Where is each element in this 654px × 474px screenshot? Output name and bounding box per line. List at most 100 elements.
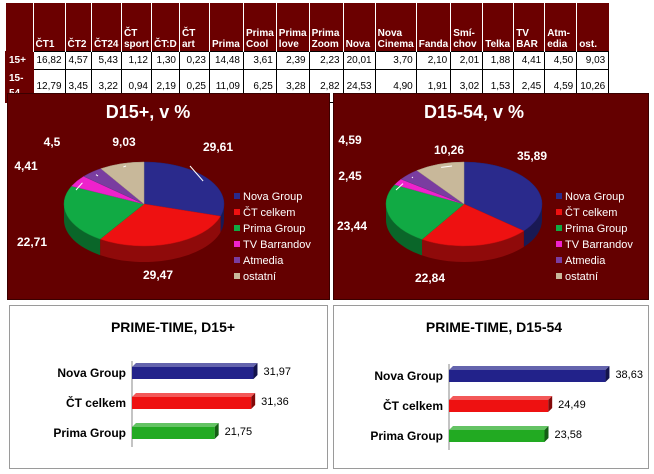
table-cell: 16,82 (32, 51, 66, 70)
bar-value-label: 31,97 (263, 366, 291, 378)
pie-slice (63, 185, 145, 240)
table-header-cell: ČT1 (32, 3, 66, 52)
bar-top (132, 423, 219, 427)
bar (449, 430, 545, 442)
pie-leader-line (189, 165, 204, 182)
legend-label: ČT celkem (243, 206, 295, 219)
pie-value-label: 4,59 (338, 133, 362, 147)
bar (132, 427, 215, 439)
bar (449, 400, 549, 412)
bar-value-label: 23,58 (554, 429, 582, 441)
legend-swatch (556, 225, 562, 231)
table-header-cell: Prima (209, 3, 244, 52)
table-cell: 20,01 (342, 51, 376, 70)
table-header-cell: ČT sport (121, 3, 152, 52)
table-header-cell: ČT24 (91, 3, 122, 52)
table-header-cell: Prima Zoom (308, 3, 344, 52)
bar-chart-d15-54: PRIME-TIME, D15-54 Nova Group 38,63 ČT celk… (370, 319, 643, 450)
table-cell: 1,30 (151, 51, 180, 70)
pie-value-label: 10,26 (434, 143, 464, 157)
pie-slice-side (64, 204, 101, 256)
pie-slice-side (386, 204, 423, 256)
table-header-cell: Nova (342, 3, 376, 52)
bar-category-label: Nova Group (374, 369, 443, 383)
legend-swatch (234, 209, 240, 215)
table-cell: 3,70 (374, 51, 417, 70)
legend-swatch (556, 257, 562, 263)
legend-swatch (556, 209, 562, 215)
bar-category-label: Prima Group (53, 426, 126, 440)
pie-chart-d15plus: D15+, v % 29,61 29,47 22,71 4,41 4,5 9,03 Nova … (14, 102, 311, 283)
legend-label: Atmedia (243, 255, 284, 267)
table-cell: 4,41 (513, 51, 546, 70)
table-row: 15+ 16,82 4,57 5,43 1,12 1,30 0,23 14,48 3,61 2,3… (5, 51, 610, 70)
table-cell: 14,48 (209, 51, 244, 70)
pie-leader-line (395, 183, 404, 191)
bar-panel-d15plus: PRIME-TIME, D15+ Nova Group 31,97 ČT celkem… (9, 305, 328, 469)
table-header-cell: Prima Cool (243, 3, 277, 52)
pie-leader-line (95, 174, 99, 177)
legend-label: Prima Group (565, 223, 627, 235)
pie-slice (416, 161, 465, 205)
legend-swatch (556, 273, 562, 279)
table-cell: 5,43 (91, 51, 122, 70)
pie-slice (421, 203, 525, 247)
pie-value-label: 29,47 (143, 268, 173, 282)
pie-slice (385, 184, 465, 240)
bar-side (214, 423, 219, 439)
table-cell: 9,03 (576, 51, 610, 70)
pie-slice-side (422, 230, 524, 262)
table-cell: 0,23 (179, 51, 210, 70)
legend-label: ČT celkem (565, 206, 617, 219)
table-row-label: 15+ (5, 51, 34, 70)
table-cell: 2,23 (308, 51, 344, 70)
pie-leader-line (123, 165, 127, 168)
pie-slice (100, 161, 145, 205)
pie-value-label: 22,84 (415, 271, 445, 285)
bar-side (548, 396, 553, 412)
table-header-cell: ČT2 (64, 3, 92, 52)
table-header-cell: Prima love (275, 3, 310, 52)
bar-top (132, 393, 256, 397)
pie-title: D15+, v % (106, 102, 191, 122)
pie-value-label: 22,71 (17, 235, 47, 249)
legend-swatch (556, 193, 562, 199)
legend-label: Nova Group (565, 191, 624, 203)
bar-chart-title: PRIME-TIME, D15+ (111, 319, 235, 335)
bar-top (449, 396, 553, 400)
table-header-cell: Telka (482, 3, 514, 52)
bar-category-label: Nova Group (57, 366, 126, 380)
table-cell: 4,50 (544, 51, 578, 70)
legend-label: ostatní (243, 271, 276, 283)
pie-slice (143, 161, 225, 217)
pie-panel-d15plus: D15+, v % 29,61 29,47 22,71 4,41 4,5 9,03 Nova … (7, 93, 330, 300)
pie-slice (463, 161, 543, 232)
table-cell: 2,39 (275, 51, 310, 70)
bar-value-label: 21,75 (225, 426, 253, 438)
bar-category-label: ČT celkem (66, 395, 126, 410)
share-table-header-row: ČT1 ČT2 ČT24 ČT sport ČT:D ČT art Prima Prima C… (5, 3, 609, 52)
bar-chart-d15plus: PRIME-TIME, D15+ Nova Group 31,97 ČT celkem… (53, 319, 291, 447)
pie-title: D15-54, v % (424, 102, 524, 122)
legend-swatch (556, 241, 562, 247)
table-cell: 3,61 (243, 51, 277, 70)
legend-swatch (234, 193, 240, 199)
legend-swatch (234, 257, 240, 263)
table-cell: 1,88 (482, 51, 515, 70)
table-cell: 4,57 (64, 51, 93, 70)
table-header-cell: Fanda (415, 3, 451, 52)
pie-slice (99, 203, 221, 247)
bar-category-label: ČT celkem (383, 398, 443, 413)
bar-value-label: 24,49 (558, 399, 586, 411)
table-header-cell: Smí-chov (450, 3, 483, 52)
table-header-cell: Nova Cinema (374, 3, 417, 52)
pie-value-label: 35,89 (517, 149, 547, 163)
bar (132, 367, 254, 379)
bar-chart-title: PRIME-TIME, D15-54 (426, 319, 562, 335)
pie-slice-side (523, 204, 542, 247)
pie-leader-line (411, 176, 414, 179)
table-header-cell (5, 3, 33, 52)
table-cell: 1,12 (121, 51, 152, 70)
bar-top (449, 426, 549, 430)
table-header-cell: TV BAR (513, 3, 545, 52)
